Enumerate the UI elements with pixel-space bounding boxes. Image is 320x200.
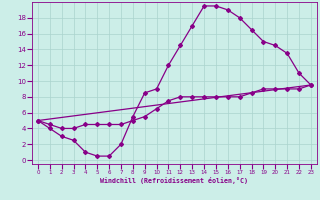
X-axis label: Windchill (Refroidissement éolien,°C): Windchill (Refroidissement éolien,°C) xyxy=(100,177,248,184)
